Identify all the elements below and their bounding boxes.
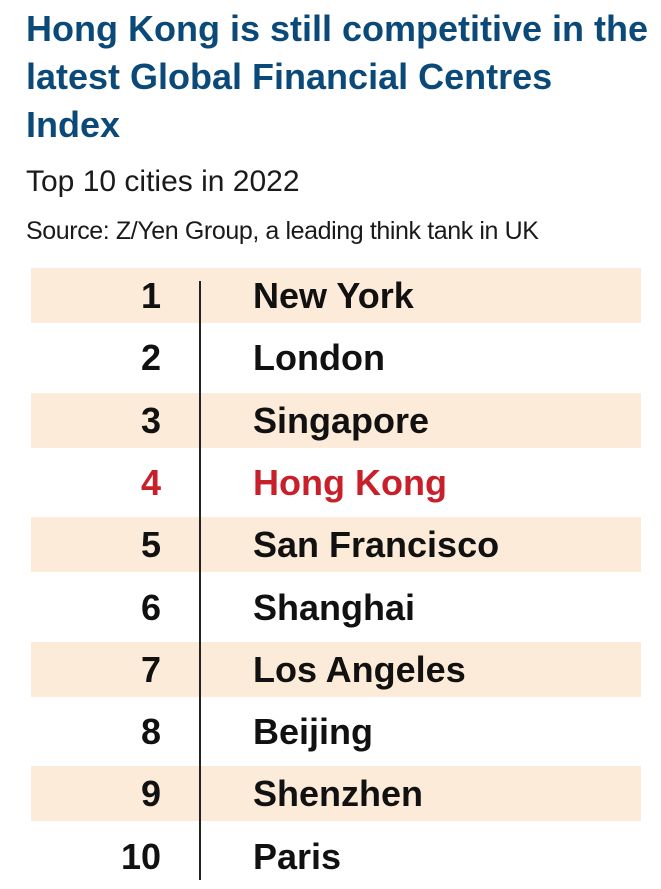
chart-title: Hong Kong is still competitive in the la… <box>26 8 649 145</box>
rank-number: 8 <box>140 711 161 753</box>
rank-number: 3 <box>140 399 161 441</box>
rank-number: 9 <box>140 773 161 815</box>
source-note: Source: Z/Yen Group, a leading think tan… <box>26 217 539 245</box>
table-row: 3 Singapore <box>31 392 641 448</box>
city-name: New York <box>253 275 414 316</box>
table-row: 8 Beijing <box>31 704 641 759</box>
city-name: Shenzhen <box>253 773 424 815</box>
table-row: 2 London <box>31 330 641 385</box>
ranking-table: 1 New York 2 London 3 Singapore 4 Hong Kong 5 San… <box>31 268 641 888</box>
rank-number: 4 <box>140 461 161 503</box>
city-name: Singapore <box>253 399 430 441</box>
city-name: Paris <box>253 835 342 877</box>
table-row: 6 Shanghai <box>31 580 641 635</box>
rank-number: 6 <box>140 586 161 628</box>
rank-number: 1 <box>140 275 161 316</box>
rank-number: 5 <box>140 524 161 566</box>
rank-number: 10 <box>120 835 161 877</box>
city-name: Los Angeles <box>253 648 466 690</box>
table-row: 1 New York <box>31 268 641 323</box>
city-name: Shanghai <box>253 586 416 628</box>
city-name: San Francisco <box>253 524 500 566</box>
table-row: 9 Shenzhen <box>31 766 641 822</box>
table-row: 10 Paris <box>31 829 641 884</box>
table-row: 4 Hong Kong <box>31 455 641 510</box>
city-name: Hong Kong <box>253 461 447 503</box>
city-name: Beijing <box>253 711 374 753</box>
rank-number: 7 <box>140 648 161 690</box>
chart-subtitle: Top 10 cities in 2022 <box>26 165 300 198</box>
column-divider <box>199 281 201 880</box>
city-name: London <box>253 337 385 379</box>
table-row: 5 San Francisco <box>31 517 641 573</box>
table-row: 7 Los Angeles <box>31 641 641 697</box>
rank-number: 2 <box>140 337 161 379</box>
